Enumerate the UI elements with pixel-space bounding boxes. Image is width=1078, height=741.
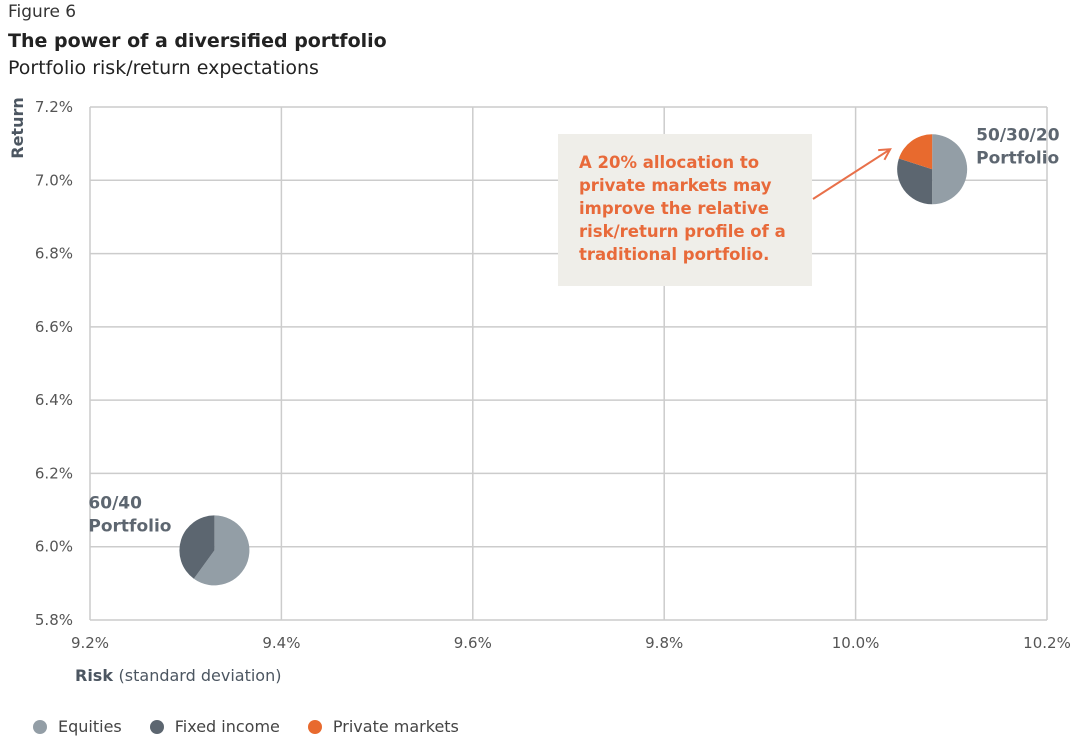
pie-slice-private-markets bbox=[898, 134, 933, 170]
x-tick-label: 9.8% bbox=[645, 634, 683, 652]
callout-line: traditional portfolio. bbox=[579, 245, 770, 264]
legend-label: Private markets bbox=[332, 717, 459, 736]
pie-slice-fixed-income bbox=[179, 515, 215, 579]
chart-legend: Equities Fixed income Private markets bbox=[33, 717, 487, 736]
x-axis-title: Risk (standard deviation) bbox=[75, 666, 281, 685]
fixed-income-swatch bbox=[149, 719, 164, 734]
annotation-arrow-head bbox=[878, 148, 892, 161]
x-tick-label: 9.6% bbox=[454, 634, 492, 652]
portfolio-label: Portfolio bbox=[976, 148, 1059, 168]
portfolio-label: 50/30/20 bbox=[976, 125, 1060, 145]
y-axis-title: Return bbox=[8, 97, 27, 159]
callout-line: A 20% allocation to bbox=[579, 153, 760, 172]
y-tick-label: 6.8% bbox=[35, 245, 73, 263]
legend-item-equities: Equities bbox=[33, 717, 122, 736]
y-tick-label: 6.6% bbox=[35, 318, 73, 336]
private-markets-swatch bbox=[307, 719, 322, 734]
annotation-arrow-line bbox=[812, 148, 891, 200]
pie-slice-equities bbox=[932, 134, 968, 205]
y-tick-label: 7.0% bbox=[35, 171, 73, 189]
y-tick-label: 6.0% bbox=[35, 538, 73, 556]
legend-label: Equities bbox=[58, 717, 122, 736]
equities-swatch bbox=[33, 719, 47, 734]
y-tick-label: 6.2% bbox=[35, 464, 73, 482]
legend-label: Fixed income bbox=[174, 717, 280, 736]
y-tick-label: 7.2% bbox=[35, 98, 73, 116]
y-tick-label: 6.4% bbox=[35, 391, 73, 409]
callout-line: risk/return profile of a bbox=[579, 222, 786, 241]
chart-subtitle: Portfolio risk/return expectations bbox=[8, 57, 319, 79]
legend-item-private-markets: Private markets bbox=[307, 717, 459, 736]
annotation-callout: A 20% allocation to private markets may … bbox=[558, 134, 812, 286]
portfolio-label: 60/40 bbox=[88, 493, 142, 513]
x-tick-label: 10.0% bbox=[832, 634, 880, 652]
pie-slice-fixed-income bbox=[897, 158, 933, 205]
callout-line: private markets may bbox=[579, 176, 772, 195]
pie-slice-equities bbox=[193, 515, 250, 586]
figure-label: Figure 6 bbox=[8, 2, 77, 22]
legend-item-fixed-income: Fixed income bbox=[149, 717, 280, 736]
x-tick-label: 9.4% bbox=[262, 634, 300, 652]
x-tick-label: 9.2% bbox=[71, 634, 109, 652]
x-tick-label: 10.2% bbox=[1023, 634, 1071, 652]
y-tick-label: 5.8% bbox=[35, 611, 73, 629]
callout-line: improve the relative bbox=[579, 199, 769, 218]
chart-title: The power of a diversified portfolio bbox=[8, 30, 387, 52]
portfolio-label: Portfolio bbox=[88, 516, 171, 536]
